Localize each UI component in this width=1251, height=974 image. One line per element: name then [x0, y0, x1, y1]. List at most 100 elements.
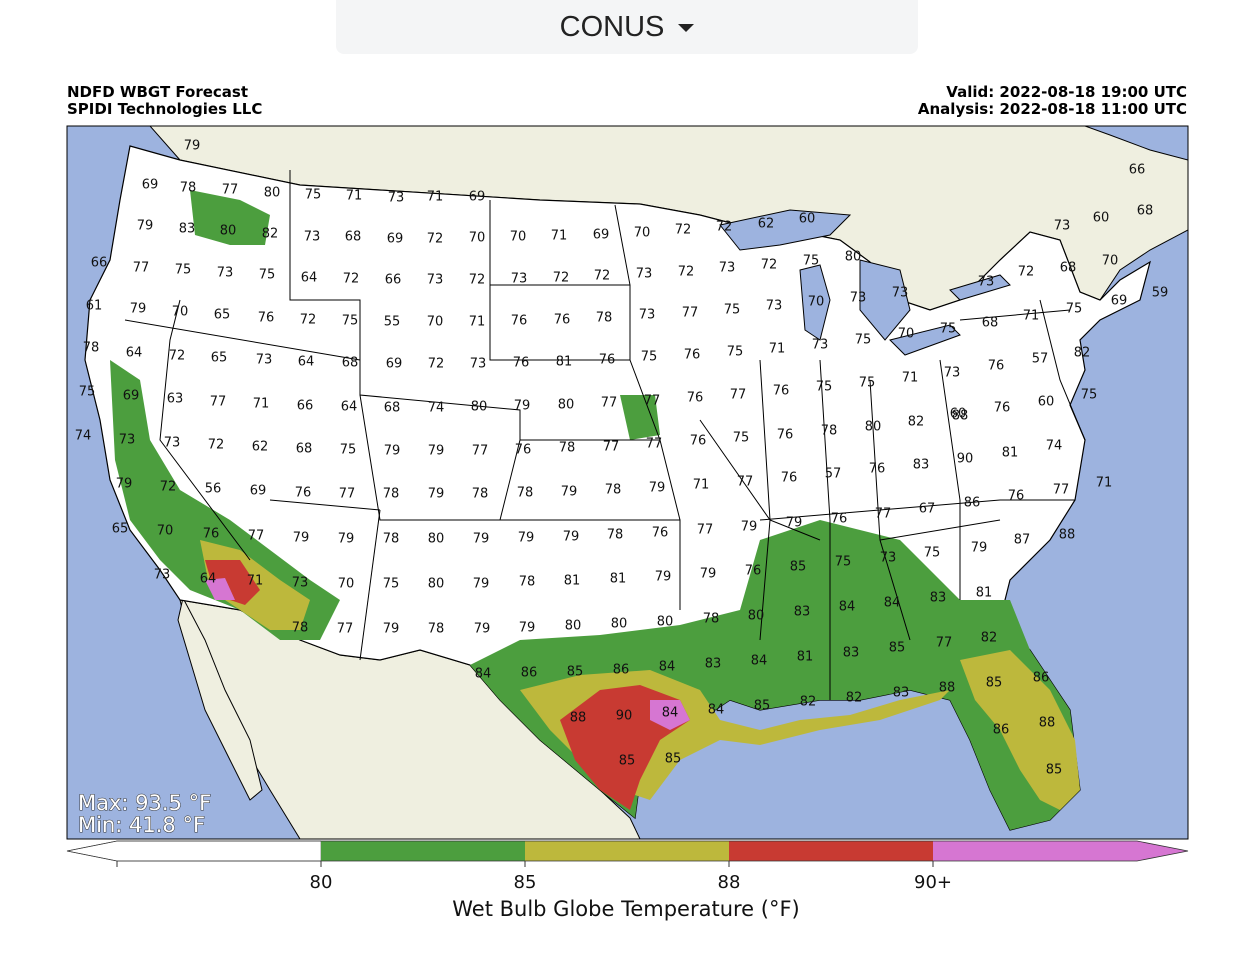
grid-value-159: 78	[472, 487, 489, 502]
grid-value-103: 75	[79, 385, 96, 400]
grid-value-86: 69	[386, 357, 403, 372]
grid-value-125: 76	[994, 401, 1011, 416]
grid-value-35: 73	[427, 273, 444, 288]
grid-value-83: 73	[256, 353, 273, 368]
grid-value-168: 76	[869, 462, 886, 477]
grid-value-126: 60	[1038, 395, 1055, 410]
colorbar-88	[729, 841, 933, 861]
grid-value-57: 76	[258, 311, 275, 326]
grid-value-170: 90	[957, 452, 974, 467]
grid-value-121: 75	[859, 376, 876, 391]
grid-value-60: 55	[384, 315, 401, 330]
grid-value-172: 77	[1053, 483, 1070, 498]
grid-value-17: 72	[427, 232, 444, 247]
grid-value-145: 78	[821, 424, 838, 439]
grid-value-131: 72	[208, 438, 225, 453]
grid-value-127: 75	[1081, 388, 1098, 403]
grid-value-33: 72	[343, 272, 360, 287]
grid-value-120: 75	[816, 380, 833, 395]
grid-value-226: 83	[794, 605, 811, 620]
grid-value-56: 65	[214, 308, 231, 323]
grid-value-239: 84	[751, 654, 768, 669]
grid-value-179: 79	[338, 532, 355, 547]
grid-value-152: 72	[160, 480, 177, 495]
grid-value-2: 78	[180, 181, 197, 196]
caret-down-icon	[678, 24, 695, 32]
grid-value-70: 70	[808, 295, 825, 310]
grid-value-222: 80	[611, 617, 628, 632]
grid-value-82: 65	[211, 351, 228, 366]
grid-value-244: 86	[1033, 671, 1050, 686]
grid-value-257: 86	[993, 723, 1010, 738]
grid-value-54: 79	[130, 302, 147, 317]
region-selector-label: CONUS	[559, 10, 665, 43]
grid-value-1: 69	[142, 178, 159, 193]
map-panel: 79 69 78 77 80 75 71 73 71 69 79 83 80 82 73 68 69 72 70 70…	[66, 125, 1189, 840]
grid-value-32: 64	[301, 271, 318, 286]
colorbar: 80 85 88 90+ Wet Bulb Globe Temperature …	[66, 840, 1189, 921]
grid-value-28: 77	[133, 261, 150, 276]
grid-value-114: 80	[558, 398, 575, 413]
grid-value-169: 83	[913, 458, 930, 473]
grid-value-18: 70	[469, 231, 486, 246]
grid-value-122: 71	[902, 371, 919, 386]
grid-value-101: 57	[1032, 352, 1049, 367]
product-title: NDFD WBGT Forecast	[67, 83, 249, 101]
valid-time: Valid: 2022-08-18 19:00 UTC	[946, 83, 1187, 101]
grid-value-144: 76	[777, 428, 794, 443]
grid-value-88: 73	[470, 357, 487, 372]
grid-value-94: 75	[727, 345, 744, 360]
grid-value-8: 71	[427, 190, 444, 205]
grid-value-221: 80	[565, 619, 582, 634]
grid-value-213: 75	[924, 546, 941, 561]
grid-value-129: 73	[119, 433, 136, 448]
grid-value-215: 78	[292, 621, 309, 636]
grid-value-241: 83	[843, 646, 860, 661]
grid-value-55: 70	[172, 305, 189, 320]
baja-peninsula	[177, 596, 263, 801]
region-selector[interactable]: CONUS	[336, 0, 918, 54]
grid-value-19: 70	[510, 230, 527, 245]
grid-value-115: 77	[601, 396, 618, 411]
grid-value-229: 83	[930, 591, 947, 606]
grid-value-231: 77	[936, 636, 953, 651]
grid-value-214: 79	[971, 541, 988, 556]
grid-value-41: 72	[678, 265, 695, 280]
grid-value-105: 63	[167, 392, 184, 407]
max-label: Max: 93.5 °F	[78, 791, 211, 815]
grid-value-128: 74	[75, 429, 92, 444]
grid-value-124: 60	[950, 407, 967, 422]
grid-value-184: 79	[563, 530, 580, 545]
grid-value-110: 68	[384, 401, 401, 416]
grid-value-183: 79	[518, 531, 535, 546]
grid-value-92: 75	[641, 350, 658, 365]
grid-value-62: 71	[469, 315, 486, 330]
grid-value-4: 80	[264, 186, 281, 201]
lake-erie	[889, 324, 961, 356]
grid-value-185: 78	[607, 528, 624, 543]
colorbar-tick-88: 88	[718, 872, 741, 893]
grid-value-79: 78	[83, 341, 100, 356]
grid-value-153: 56	[205, 482, 222, 497]
grid-value-65: 78	[596, 311, 613, 326]
grid-value-77: 69	[1111, 294, 1128, 309]
lake-huron	[859, 259, 911, 341]
grid-value-0: 79	[184, 139, 201, 154]
grid-value-38: 72	[553, 271, 570, 286]
grid-value-29: 75	[175, 263, 192, 278]
grid-value-242: 85	[889, 641, 906, 656]
wbgt-80-zone-west	[110, 360, 340, 640]
grid-value-68: 75	[724, 303, 741, 318]
grid-value-107: 71	[253, 397, 270, 412]
colorbar-85	[525, 841, 729, 861]
grid-value-250: 82	[800, 695, 817, 710]
grid-value-97: 75	[855, 333, 872, 348]
colorbar-label: Wet Bulb Globe Temperature (°F)	[452, 897, 799, 921]
grid-value-190: 76	[831, 512, 848, 527]
wbgt-80-zone-northwest	[190, 190, 270, 245]
grid-value-6: 71	[346, 189, 363, 204]
grid-value-63: 76	[511, 314, 528, 329]
grid-value-117: 76	[687, 391, 704, 406]
grid-value-245: 88	[570, 711, 587, 726]
grid-value-163: 79	[649, 481, 666, 496]
